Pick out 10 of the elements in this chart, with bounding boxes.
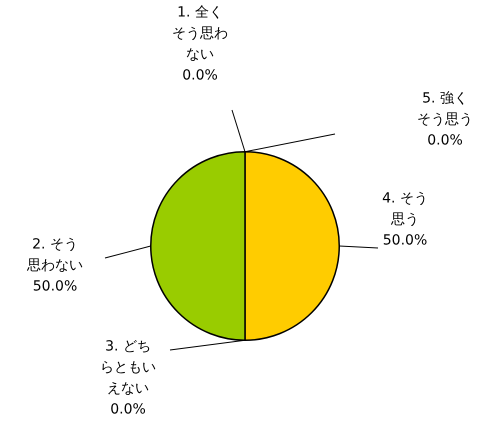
category-label: 5. 強くそう思う	[417, 90, 473, 128]
data-label: 50.0%	[32, 278, 78, 295]
slice-label: 4. そう思う	[382, 190, 428, 228]
text: 0.0%	[110, 402, 146, 418]
text: 0.0%	[182, 68, 218, 84]
text: 0.0%	[427, 132, 463, 149]
category-label: 1. 全くそう思わない	[172, 4, 228, 63]
category-label: 3. どちらともいえない	[100, 338, 156, 397]
data-label: 50.0%	[382, 232, 428, 249]
legend-label: 2. そう思わない	[26, 236, 83, 274]
